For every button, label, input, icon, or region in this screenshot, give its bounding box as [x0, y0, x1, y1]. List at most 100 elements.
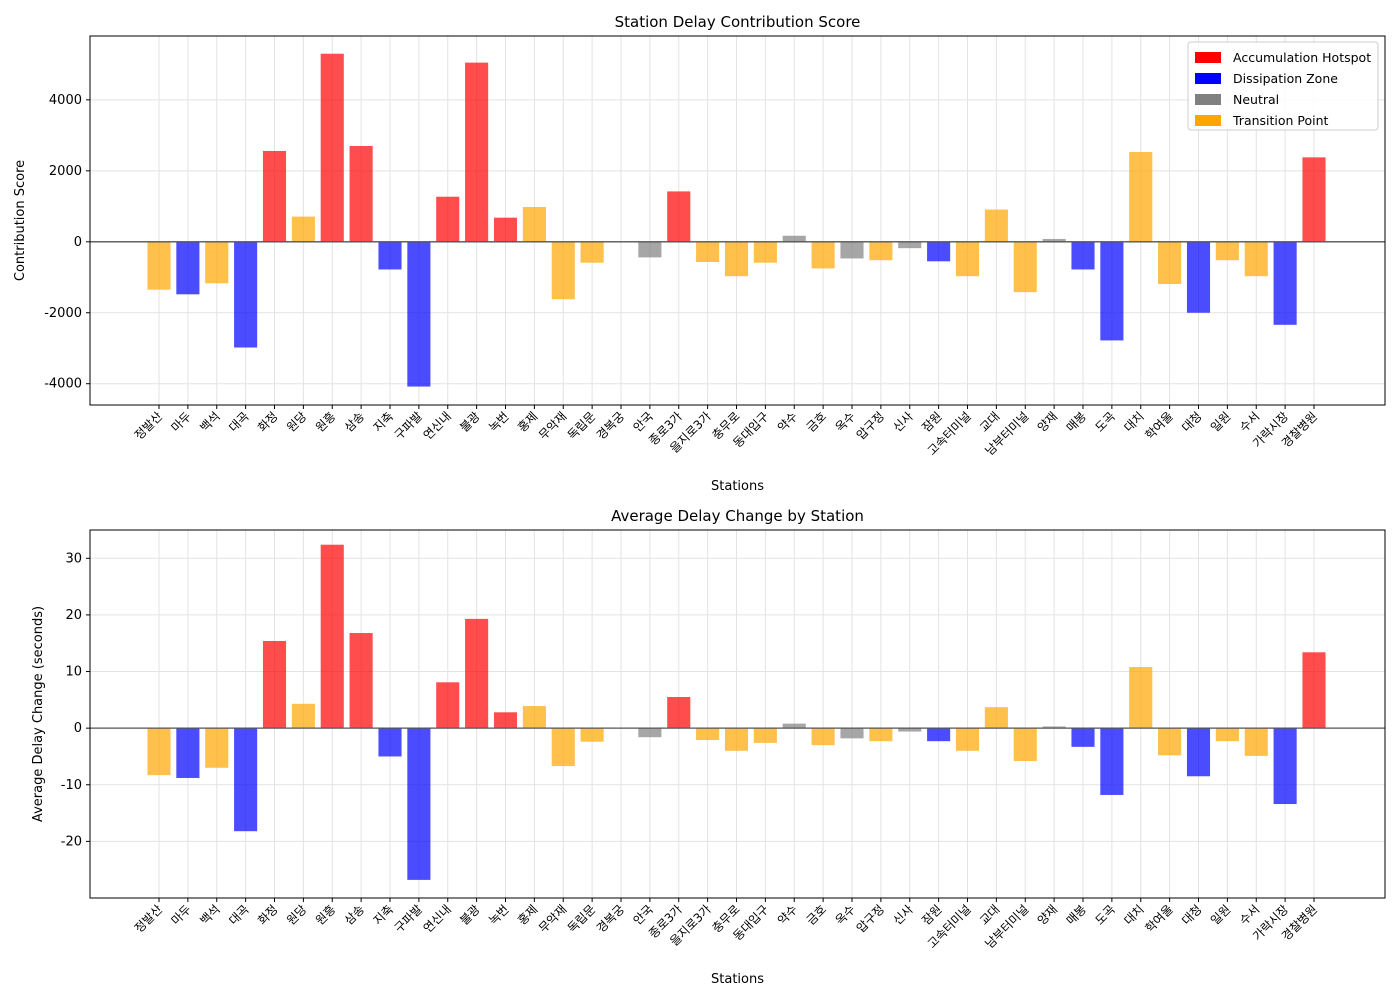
bar-양재	[1042, 726, 1066, 729]
x-tick-label: 신사	[890, 409, 916, 435]
bar-홍제	[522, 706, 546, 729]
chart-title: Average Delay Change by Station	[611, 507, 864, 525]
bar-교대	[984, 209, 1008, 242]
bar-충무로	[724, 728, 749, 751]
y-tick-label: 20	[65, 608, 82, 623]
y-axis: -4000 -2000 0 2000 4000	[44, 93, 90, 392]
x-tick-label: 마두	[168, 902, 194, 928]
bar-잠원	[927, 728, 951, 742]
x-tick-label: 양재	[1035, 409, 1061, 435]
bar-원당	[291, 216, 315, 242]
bar-삼송	[349, 145, 373, 242]
bar-백석	[205, 728, 229, 768]
x-tick-label: 약수	[774, 409, 800, 435]
bar-대치	[1129, 667, 1153, 729]
legend-label: Dissipation Zone	[1233, 71, 1338, 86]
x-tick-label: 원흥	[313, 409, 339, 435]
bar-경찰병원	[1302, 652, 1326, 729]
y-tick-label: -10	[61, 778, 82, 793]
bar-구파발	[407, 241, 431, 387]
legend-swatch	[1195, 115, 1221, 126]
x-tick-label: 일원	[1208, 902, 1234, 928]
bar-대청	[1186, 241, 1211, 313]
x-tick-label: 매봉	[1064, 409, 1090, 435]
bar-안국	[638, 728, 662, 738]
bar-신사	[898, 241, 922, 249]
y-tick-label: -4000	[44, 377, 82, 392]
bar-압구정	[869, 728, 893, 742]
x-tick-label: 녹번	[486, 902, 512, 928]
x-tick-label: 녹번	[486, 409, 512, 435]
bar-을지로3가	[696, 728, 720, 741]
bar-화정	[262, 150, 287, 242]
bar-매봉	[1071, 728, 1095, 747]
bar-금호	[811, 728, 835, 746]
x-tick-label: 약수	[774, 902, 800, 928]
x-tick-label: 학여울	[1142, 409, 1175, 442]
bar-구파발	[407, 728, 431, 880]
legend-label: Transition Point	[1232, 113, 1329, 128]
x-tick-label: 구파발	[392, 409, 425, 442]
bar-대치	[1129, 152, 1153, 242]
x-tick-label: 신사	[890, 902, 916, 928]
x-tick-label: 삼송	[342, 409, 368, 435]
x-tick-label: 독립문	[565, 902, 598, 935]
x-tick-label: 불광	[457, 902, 483, 928]
bar-정발산	[147, 241, 171, 290]
bar-지축	[378, 241, 402, 270]
bar-남부터미널	[1013, 728, 1037, 761]
bar-삼송	[349, 633, 373, 729]
bar-매봉	[1071, 241, 1095, 270]
bar-동대입구	[753, 728, 777, 743]
bar-교대	[984, 707, 1008, 729]
bar-마두	[176, 728, 200, 778]
y-tick-label: 2000	[49, 164, 82, 179]
bar-화정	[262, 640, 287, 729]
x-tick-label: 원흥	[313, 902, 339, 928]
legend-label: Accumulation Hotspot	[1233, 50, 1371, 65]
x-axis-label: Stations	[711, 479, 764, 494]
bar-불광	[465, 62, 489, 242]
bar-금호	[811, 241, 835, 269]
x-tick-label: 대청	[1179, 902, 1205, 928]
bar-도곡	[1100, 728, 1124, 795]
bar-약수	[782, 235, 806, 242]
bars	[147, 544, 1326, 880]
chart-title: Station Delay Contribution Score	[615, 13, 861, 31]
x-tick-label: 경복궁	[594, 902, 627, 935]
bar-불광	[465, 618, 489, 729]
bar-경찰병원	[1302, 157, 1326, 242]
bar-충무로	[724, 241, 749, 277]
x-tick-label: 독립문	[565, 409, 598, 442]
bar-독립문	[580, 241, 604, 263]
bar-녹번	[493, 712, 518, 729]
x-tick-label: 금호	[804, 902, 830, 928]
legend-swatch	[1195, 94, 1221, 105]
x-tick-label: 정발산	[132, 409, 165, 442]
legend: Accumulation Hotspot Dissipation Zone Neut…	[1187, 41, 1379, 131]
bar-일원	[1215, 241, 1239, 261]
bar-원흥	[320, 544, 344, 729]
bars	[147, 53, 1326, 387]
x-tick-label: 무악재	[536, 902, 569, 935]
bar-을지로3가	[696, 241, 720, 263]
bar-수서	[1244, 728, 1268, 756]
x-tick-label: 대청	[1179, 409, 1205, 435]
x-tick-label: 무악재	[536, 409, 569, 442]
x-tick-label: 압구정	[854, 902, 887, 935]
bar-학여울	[1158, 241, 1182, 285]
axes-frame	[89, 529, 1386, 899]
bar-무악재	[551, 728, 575, 767]
x-tick-label: 대곡	[226, 409, 252, 435]
x-tick-label: 일원	[1208, 409, 1234, 435]
x-tick-label: 연신내	[421, 409, 454, 442]
x-tick-label: 화정	[255, 902, 281, 928]
bar-잠원	[927, 241, 951, 262]
bar-옥수	[840, 241, 864, 259]
bar-동대입구	[753, 241, 777, 263]
bar-종로3가	[667, 697, 691, 729]
axes-frame	[89, 35, 1386, 406]
x-axis-label: Stations	[711, 972, 764, 987]
bar-지축	[378, 728, 402, 757]
bar-옥수	[840, 728, 864, 739]
